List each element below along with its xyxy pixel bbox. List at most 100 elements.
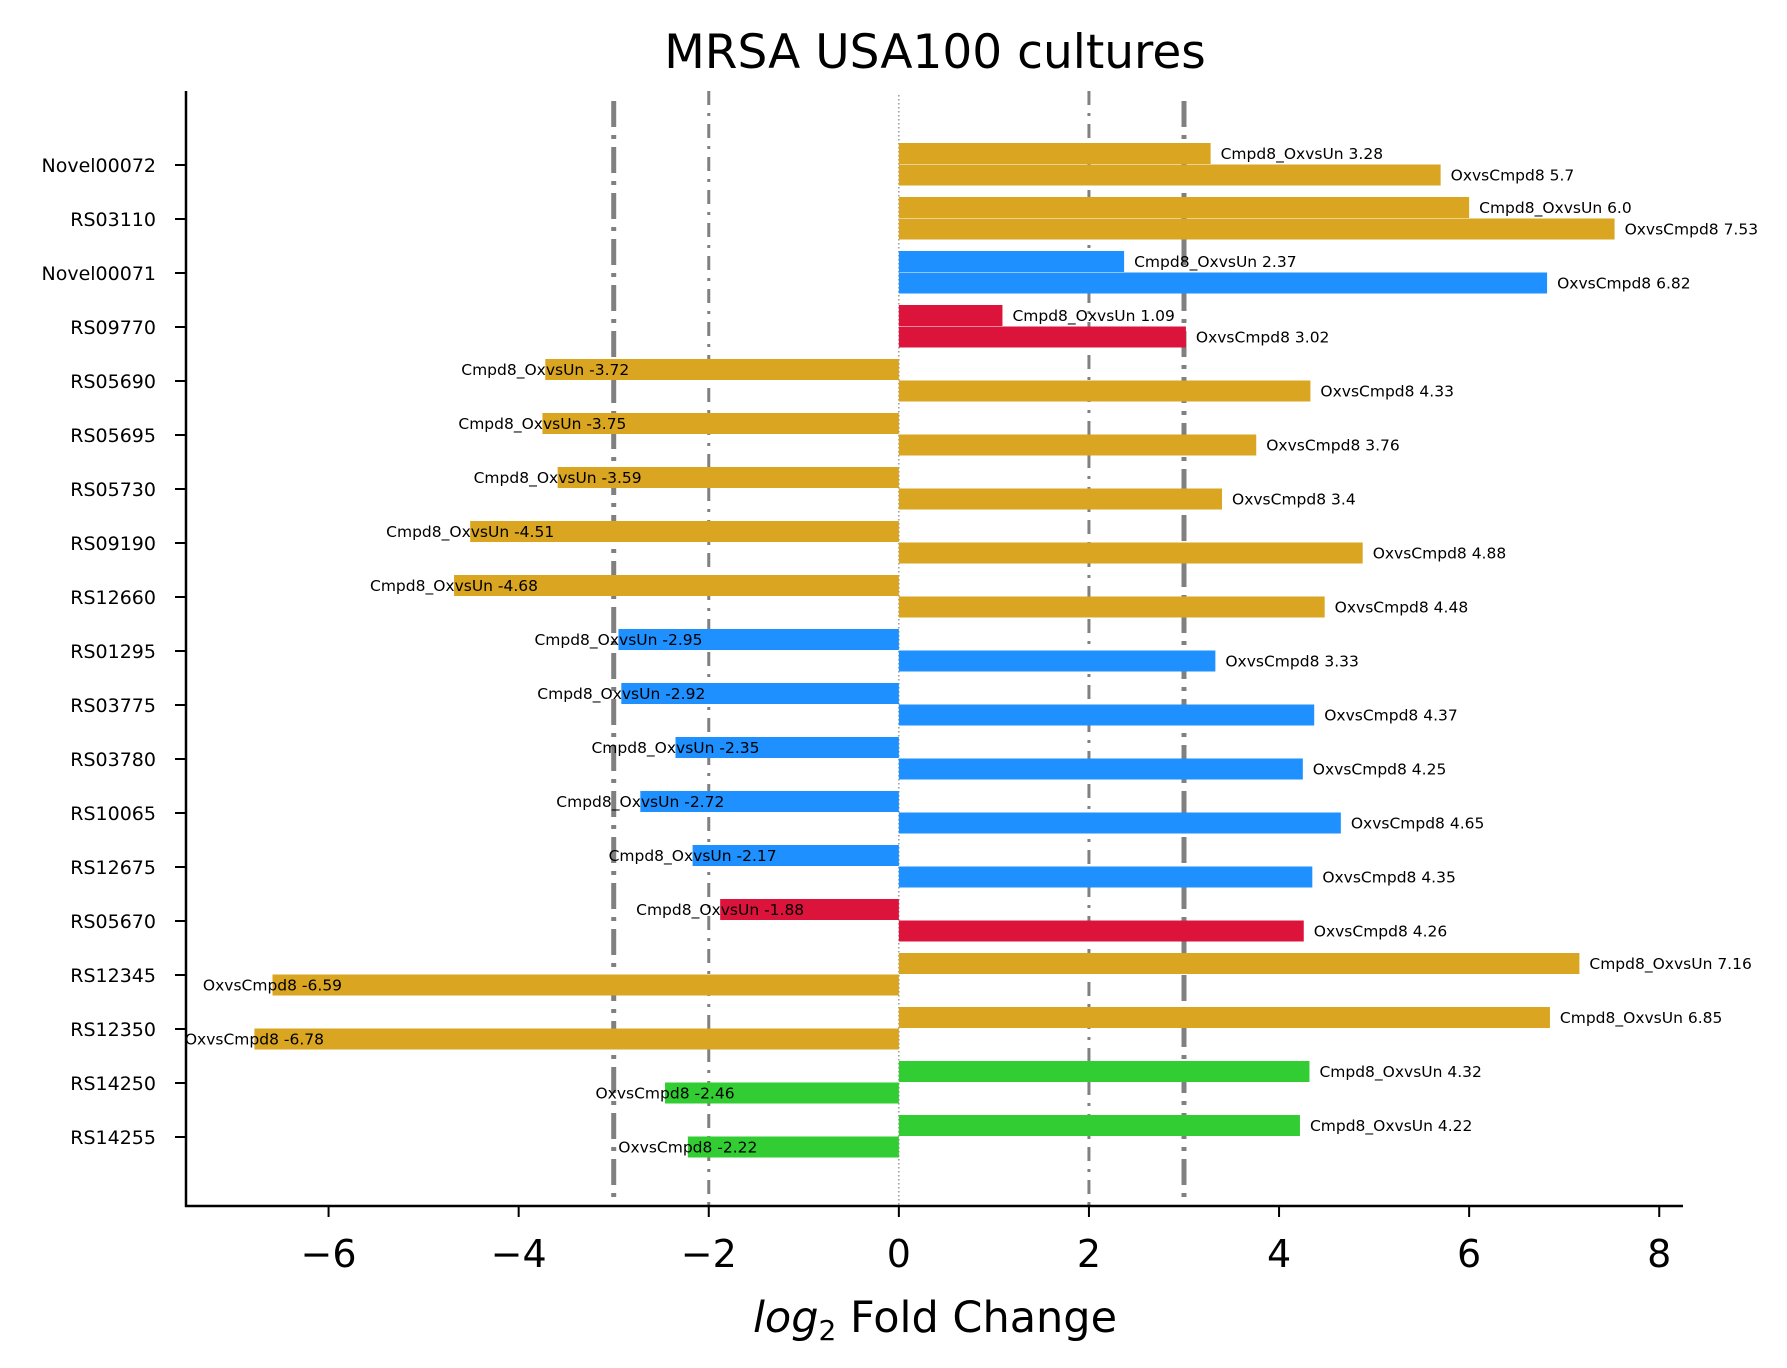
bar-label-RS12675-0: Cmpd8_OxvsUn -2.17 [609,847,777,866]
bar-RS09770-0 [898,305,1003,326]
bar-label-RS12660-0: Cmpd8_OxvsUn -4.68 [370,577,538,596]
bar-label-RS12345-0: Cmpd8_OxvsUn 7.16 [1589,955,1751,974]
y-tick-label-Novel00072: Novel00072 [42,155,157,177]
y-tick-label-RS09190: RS09190 [70,533,156,555]
y-tick-label-RS05730: RS05730 [70,479,156,501]
y-tick-label-RS03780: RS03780 [70,749,156,771]
bar-label-RS09770-0: Cmpd8_OxvsUn 1.09 [1012,307,1174,326]
x-tick-label-7: 8 [1647,1232,1671,1276]
chart-title: MRSA USA100 cultures [664,25,1206,80]
bar-Novel00072-0 [898,143,1211,164]
bar-label-RS03775-0: Cmpd8_OxvsUn -2.92 [537,685,705,704]
y-tick-label-Novel00071: Novel00071 [42,263,157,285]
y-tick-label-RS12345: RS12345 [70,965,156,987]
bar-label-RS03775-1: OxvsCmpd8 4.37 [1324,707,1458,725]
bar-RS12675-0 [692,845,899,866]
x-axis-label-subscript: 2 [819,1314,837,1347]
bar-RS12345-0 [898,953,1580,974]
bar-label-RS03110-0: Cmpd8_OxvsUn 6.0 [1479,199,1632,218]
bar-label-Novel00072-1: OxvsCmpd8 5.7 [1451,167,1575,185]
bar-RS12675-1 [898,866,1313,888]
bar-label-RS12350-1: OxvsCmpd8 -6.78 [185,1031,324,1049]
bar-label-RS03780-0: Cmpd8_OxvsUn -2.35 [591,739,759,758]
bar-label-Novel00072-0: Cmpd8_OxvsUn 3.28 [1221,145,1383,164]
bar-RS05690-1 [898,380,1311,402]
bar-RS12345-1 [272,974,899,996]
bar-Novel00071-1 [898,272,1548,294]
bar-RS14255-0 [898,1115,1300,1136]
y-tick-label-RS12675: RS12675 [70,857,156,879]
bar-label-RS14250-1: OxvsCmpd8 -2.46 [595,1085,734,1103]
bar-RS09770-1 [898,326,1186,348]
bar-RS05730-1 [898,488,1223,510]
bar-label-RS10065-1: OxvsCmpd8 4.65 [1351,815,1485,833]
bar-label-RS05695-1: OxvsCmpd8 3.76 [1266,437,1400,455]
bar-RS03780-0 [675,737,899,758]
bar-label-RS03110-1: OxvsCmpd8 7.53 [1625,221,1759,239]
x-tick-label-5: 4 [1267,1232,1291,1276]
bars-group [254,143,1615,1158]
bar-label-RS05670-0: Cmpd8_OxvsUn -1.88 [636,901,804,920]
x-tick-label-1: −4 [491,1232,547,1276]
bar-labels-group: Cmpd8_OxvsUn 3.28 OxvsCmpd8 5.7 Cmpd8_Oxvs… [185,145,1758,1157]
bar-RS03775-0 [621,683,899,704]
bar-label-RS05730-0: Cmpd8_OxvsUn -3.59 [474,469,642,488]
bar-label-RS03780-1: OxvsCmpd8 4.25 [1313,761,1447,779]
bar-RS03775-1 [898,704,1315,726]
bar-label-RS05695-0: Cmpd8_OxvsUn -3.75 [458,415,626,434]
bar-Novel00072-1 [898,164,1441,186]
bar-RS14250-1 [665,1082,899,1104]
bar-RS10065-0 [640,791,899,812]
axes [184,91,1683,1208]
bar-label-RS12675-1: OxvsCmpd8 4.35 [1322,869,1456,887]
y-tick-label-RS14255: RS14255 [70,1127,156,1149]
x-axis-label-rest: Fold Change [836,1293,1117,1343]
y-tick-label-RS05690: RS05690 [70,371,156,393]
x-tick-label-2: −2 [681,1232,737,1276]
bar-label-RS12660-1: OxvsCmpd8 4.48 [1335,599,1469,617]
bar-label-RS09190-1: OxvsCmpd8 4.88 [1373,545,1507,563]
bar-RS09190-0 [470,521,899,542]
y-tick-label-RS05695: RS05695 [70,425,156,447]
x-ticks: −6 −4 −2 0 2 4 6 8 [301,1206,1671,1276]
bar-label-RS14255-0: Cmpd8_OxvsUn 4.22 [1310,1117,1472,1136]
y-tick-label-RS12350: RS12350 [70,1019,156,1041]
x-tick-label-6: 6 [1457,1232,1481,1276]
bar-label-Novel00071-1: OxvsCmpd8 6.82 [1557,275,1691,293]
bar-RS05695-0 [542,413,899,434]
bar-RS03780-1 [898,758,1303,780]
bar-label-RS05730-1: OxvsCmpd8 3.4 [1232,491,1356,509]
y-tick-label-RS03775: RS03775 [70,695,156,717]
bar-Novel00071-0 [898,251,1125,272]
x-axis-label: log2 Fold Change [753,1293,1117,1347]
y-tick-labels: Novel00072 RS03110 Novel00071 RS09770 RS0569… [42,155,186,1149]
bar-RS14255-1 [687,1136,899,1158]
bar-RS01295-0 [618,629,899,650]
y-tick-label-RS12660: RS12660 [70,587,156,609]
bar-RS03110-1 [898,218,1615,240]
bar-RS12350-0 [898,1007,1550,1028]
bar-RS05670-1 [898,920,1304,942]
x-tick-label-0: −6 [301,1232,357,1276]
bar-label-RS09190-0: Cmpd8_OxvsUn -4.51 [386,523,554,542]
bar-label-RS14255-1: OxvsCmpd8 -2.22 [618,1139,757,1157]
bar-label-RS10065-0: Cmpd8_OxvsUn -2.72 [556,793,724,812]
bar-RS10065-1 [898,812,1341,834]
bar-RS09190-1 [898,542,1363,564]
x-tick-label-3: 0 [887,1232,911,1276]
y-tick-label-RS01295: RS01295 [70,641,156,663]
bar-RS01295-1 [898,650,1216,672]
x-tick-label-4: 2 [1077,1232,1101,1276]
y-tick-label-RS05670: RS05670 [70,911,156,933]
bar-label-RS05690-1: OxvsCmpd8 4.33 [1320,383,1454,401]
y-tick-label-RS10065: RS10065 [70,803,156,825]
bar-label-RS09770-1: OxvsCmpd8 3.02 [1196,329,1330,347]
bar-RS12660-0 [454,575,899,596]
x-axis-label-log: log [753,1293,819,1343]
bar-RS12660-1 [898,596,1325,618]
bar-label-RS12350-0: Cmpd8_OxvsUn 6.85 [1560,1009,1722,1028]
bar-label-RS05690-0: Cmpd8_OxvsUn -3.72 [461,361,629,380]
bar-label-RS12345-1: OxvsCmpd8 -6.59 [203,977,342,995]
y-tick-label-RS09770: RS09770 [70,317,156,339]
